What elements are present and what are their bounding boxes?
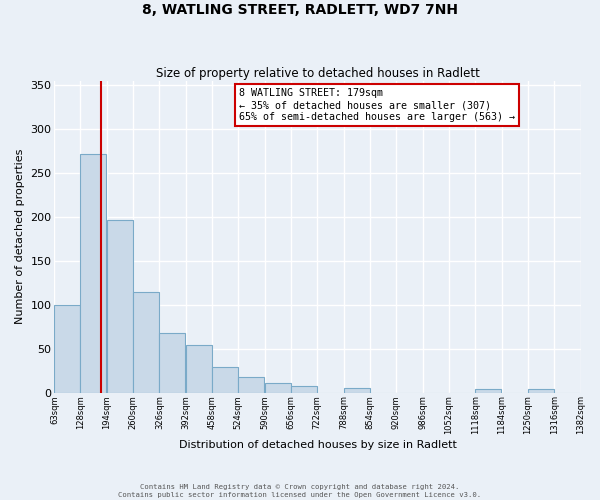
Bar: [212, 367, 238, 392]
Bar: [80, 154, 106, 392]
Bar: [160, 333, 185, 392]
Bar: [475, 389, 501, 392]
X-axis label: Distribution of detached houses by size in Radlett: Distribution of detached houses by size …: [179, 440, 457, 450]
Bar: [291, 386, 317, 392]
Title: Size of property relative to detached houses in Radlett: Size of property relative to detached ho…: [155, 66, 479, 80]
Bar: [265, 383, 290, 392]
Bar: [528, 389, 554, 392]
Text: Contains HM Land Registry data © Crown copyright and database right 2024.
Contai: Contains HM Land Registry data © Crown c…: [118, 484, 482, 498]
Bar: [344, 388, 370, 392]
Bar: [55, 304, 80, 392]
Bar: [238, 376, 264, 392]
Bar: [185, 345, 212, 393]
Text: 8, WATLING STREET, RADLETT, WD7 7NH: 8, WATLING STREET, RADLETT, WD7 7NH: [142, 2, 458, 16]
Bar: [107, 220, 133, 392]
Y-axis label: Number of detached properties: Number of detached properties: [15, 149, 25, 324]
Text: 8 WATLING STREET: 179sqm
← 35% of detached houses are smaller (307)
65% of semi-: 8 WATLING STREET: 179sqm ← 35% of detach…: [239, 88, 515, 122]
Bar: [133, 292, 159, 392]
